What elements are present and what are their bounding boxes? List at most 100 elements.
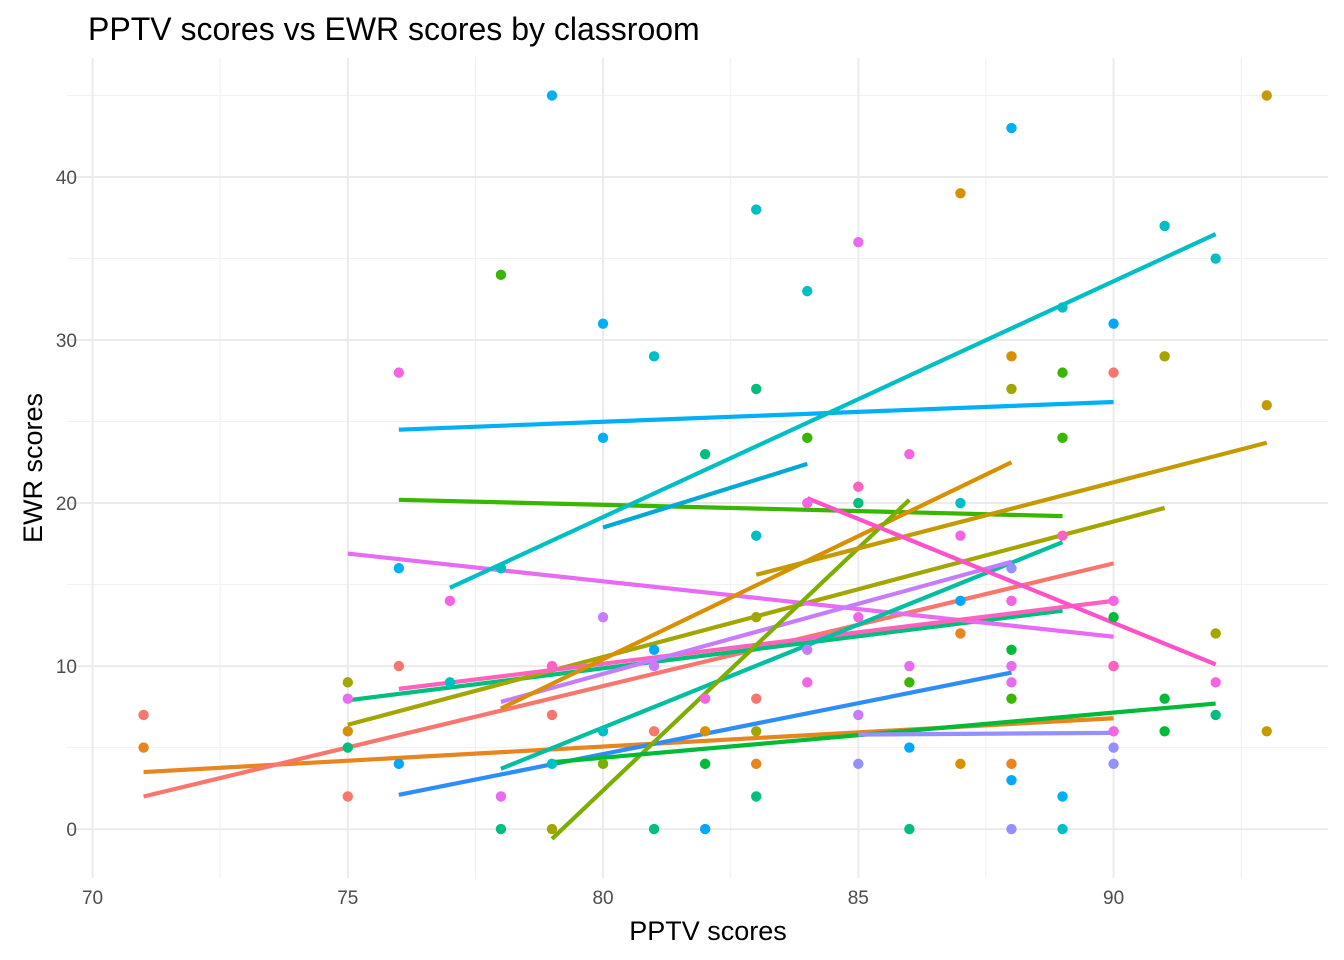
data-point [751, 530, 762, 541]
data-point [751, 758, 762, 770]
x-tick-label: 80 [592, 888, 613, 909]
data-point [1006, 644, 1017, 655]
data-point [1057, 791, 1068, 802]
regression-line [347, 551, 1114, 639]
data-point [648, 351, 660, 362]
data-point [1006, 383, 1017, 395]
data-point [751, 726, 762, 737]
data-point [393, 367, 405, 378]
data-point [1108, 367, 1119, 378]
data-point [802, 497, 813, 509]
data-point [853, 611, 864, 623]
data-point [1108, 611, 1119, 623]
data-point [597, 758, 609, 770]
data-point [853, 758, 864, 770]
data-point [699, 823, 711, 835]
data-point [648, 726, 660, 737]
data-point [648, 644, 660, 655]
regression-lines [143, 232, 1268, 841]
data-point [444, 677, 456, 688]
data-point [1108, 758, 1119, 770]
data-point [546, 823, 558, 835]
regression-line [550, 498, 911, 841]
data-point [699, 726, 711, 737]
data-point [1057, 432, 1068, 444]
data-point [955, 628, 966, 639]
data-point [1108, 660, 1119, 672]
regression-line [347, 608, 1063, 703]
data-point [751, 791, 762, 802]
y-tick-label: 40 [56, 168, 77, 189]
data-point [138, 709, 149, 721]
data-point [1261, 726, 1272, 737]
data-point [1006, 774, 1017, 786]
data-point [853, 481, 864, 492]
x-tick-label: 70 [82, 888, 103, 909]
data-point [546, 758, 558, 770]
regression-line [755, 440, 1268, 577]
data-point [1261, 400, 1272, 411]
data-point [495, 791, 507, 802]
data-point [955, 530, 966, 541]
data-point [1210, 677, 1221, 688]
data-point [1108, 726, 1119, 737]
data-point [546, 90, 558, 101]
data-point [1006, 122, 1017, 134]
data-point [1210, 628, 1221, 639]
data-point [955, 595, 966, 607]
data-point [751, 693, 762, 704]
data-point [648, 660, 660, 672]
data-point [699, 758, 711, 770]
regression-line [449, 232, 1217, 590]
y-tick-label: 30 [56, 331, 77, 352]
regression-line [500, 559, 1013, 704]
data-point [802, 677, 813, 688]
x-tick-label: 75 [337, 888, 358, 909]
regression-line [398, 497, 1063, 519]
data-point [1108, 318, 1119, 329]
data-point [546, 660, 558, 672]
data-point [393, 758, 405, 770]
data-point [495, 269, 507, 281]
data-point [1006, 563, 1017, 574]
data-point [648, 823, 660, 835]
x-tick-label: 85 [848, 888, 869, 909]
regression-line [602, 461, 808, 530]
data-point [1006, 693, 1017, 704]
data-point [1210, 253, 1221, 264]
regression-line [806, 496, 1217, 667]
data-point [1159, 726, 1170, 737]
data-point [597, 611, 609, 623]
data-point [1159, 351, 1170, 362]
data-point [955, 497, 966, 509]
data-point [495, 823, 507, 835]
data-point [495, 563, 507, 574]
data-point [1006, 823, 1017, 835]
data-point [699, 693, 711, 704]
y-tick-label: 0 [66, 820, 77, 841]
data-point [904, 742, 915, 753]
data-point [342, 693, 353, 704]
data-point [1159, 693, 1170, 704]
data-point [138, 742, 149, 753]
data-points [138, 90, 1272, 835]
data-point [904, 660, 915, 672]
x-tick-labels: 70 75 80 85 90 [82, 888, 1124, 909]
data-point [904, 823, 915, 835]
data-point [853, 497, 864, 509]
y-tick-labels: 0 10 20 30 40 [56, 168, 77, 841]
data-point [1159, 220, 1170, 232]
data-point [853, 237, 864, 248]
data-point [904, 448, 915, 460]
data-point [955, 758, 966, 770]
x-axis-title: PPTV scores [629, 916, 787, 946]
data-point [1006, 660, 1017, 672]
data-point [699, 448, 711, 460]
data-point [1006, 351, 1017, 362]
regression-line [858, 730, 1114, 737]
data-point [751, 204, 762, 215]
data-point [904, 677, 915, 688]
y-axis-title: EWR scores [18, 393, 48, 543]
data-point [597, 432, 609, 444]
